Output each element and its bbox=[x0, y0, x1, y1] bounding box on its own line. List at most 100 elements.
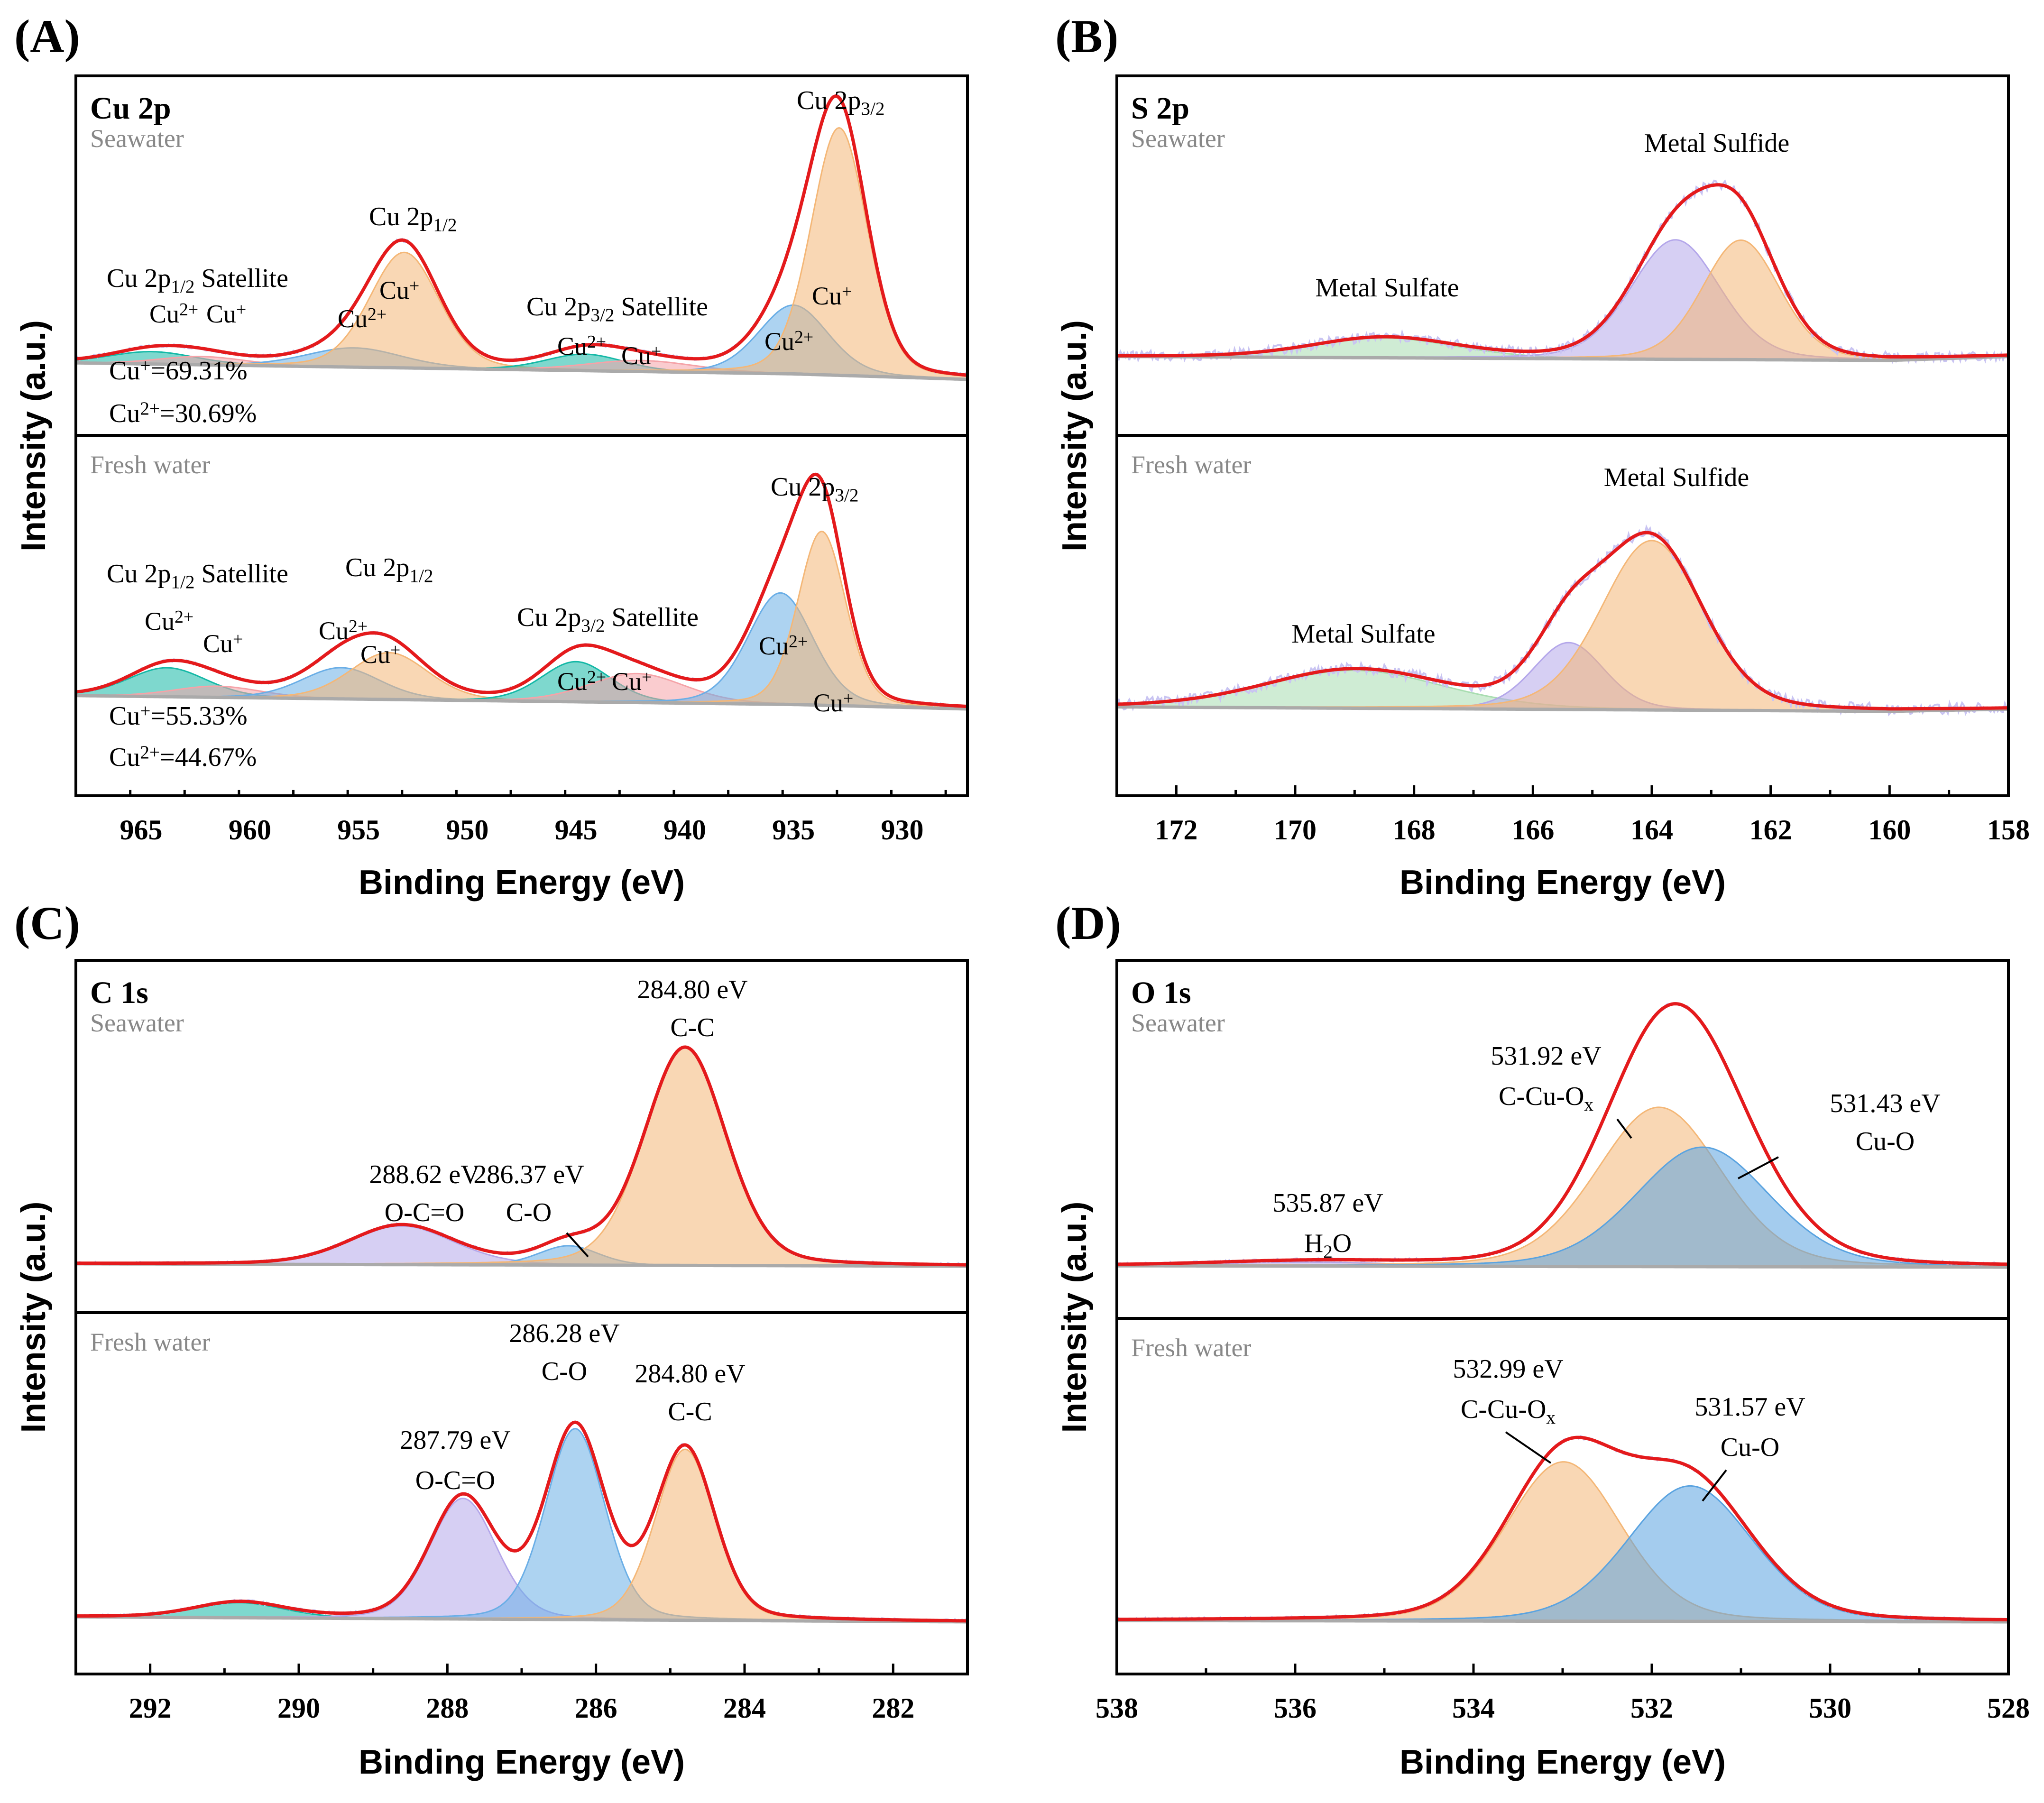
annotation-bond-part: O bbox=[1333, 1229, 1352, 1258]
component-peak bbox=[75, 127, 968, 380]
annotation-p-half-part: Cu 2p bbox=[369, 202, 433, 231]
annotation-cu-plus-percent-part: =55.33% bbox=[150, 701, 247, 731]
annotation-sat-3half-part: Satellite bbox=[614, 292, 708, 322]
annotation-energy-part: 286.37 eV bbox=[473, 1160, 584, 1189]
x-tick-label: 284 bbox=[723, 1693, 766, 1724]
annotation-ion: Cu+ bbox=[621, 341, 661, 370]
annotation-sat-half-sub: 1/2 bbox=[171, 572, 194, 592]
background-line bbox=[1117, 705, 2009, 713]
annotation-ion-part: Cu bbox=[557, 667, 587, 696]
annotation-sulfide: Metal Sulfide bbox=[1604, 463, 1749, 492]
annotation-cu-2plus-percent-part: =44.67% bbox=[160, 743, 257, 772]
condition-label: Seawater bbox=[1131, 124, 1225, 153]
annotation-sat-half-part: Satellite bbox=[194, 264, 288, 293]
annotation-energy: 286.37 eV bbox=[473, 1160, 584, 1189]
annotation-sulfate: Metal Sulfate bbox=[1291, 619, 1435, 649]
annotation-ion-sup: + bbox=[642, 667, 652, 687]
leader-line bbox=[1616, 1118, 1632, 1139]
panel-2: (C) Seawater 288.62 eV O-C=O 286.37 eV C-O 284… bbox=[14, 897, 969, 1781]
annotation-ion-sup: + bbox=[390, 640, 400, 660]
y-axis-title: Intensity (a.u.) bbox=[15, 1201, 53, 1433]
annotation-bond: C-O bbox=[542, 1357, 587, 1386]
element-title-part: S 2p bbox=[1131, 91, 1189, 126]
annotation-ion-sup: 2+ bbox=[175, 607, 193, 627]
annotation-cu-plus-percent-sup: + bbox=[140, 701, 150, 721]
panel-letter: (B) bbox=[1055, 10, 1118, 63]
annotation-sulfate-part: Metal Sulfate bbox=[1315, 273, 1459, 303]
annotation-p-3half: Cu 2p3/2 bbox=[771, 472, 858, 506]
annotation-ion: Cu+ bbox=[360, 640, 400, 669]
x-tick-label: 528 bbox=[1987, 1693, 2030, 1724]
annotation-cu-plus-percent: Cu+=69.31% bbox=[109, 356, 248, 386]
annotation-ion-part: Cu bbox=[557, 332, 587, 360]
annotation-energy-part: 286.28 eV bbox=[509, 1319, 619, 1348]
annotation-ion-part: Cu bbox=[319, 616, 349, 645]
fitted-envelope bbox=[76, 1045, 967, 1267]
annotation-ion-part: Cu bbox=[206, 300, 236, 328]
annotation-sat-3half-part: Satellite bbox=[605, 603, 699, 632]
annotation-bond-part: C-Cu-O bbox=[1499, 1082, 1584, 1111]
annotation-ion-part: Cu bbox=[764, 327, 794, 356]
annotation-cu-2plus-percent-sup: 2+ bbox=[140, 742, 160, 763]
annotation-energy-part: 531.57 eV bbox=[1694, 1392, 1805, 1422]
condition-label: Seawater bbox=[90, 124, 184, 153]
fitted-envelope bbox=[75, 94, 968, 377]
element-title-part: O 1s bbox=[1131, 975, 1191, 1010]
annotation-sulfate-part: Metal Sulfate bbox=[1291, 619, 1435, 649]
annotation-p-3half-part: Cu 2p bbox=[771, 472, 835, 502]
annotation-ion: Cu2+ bbox=[759, 632, 808, 660]
condition-label: Fresh water bbox=[90, 451, 210, 479]
x-tick-label: 536 bbox=[1274, 1693, 1317, 1724]
annotation-cu-2plus-percent-part: =30.69% bbox=[160, 399, 257, 428]
annotation-ion-sup: 2+ bbox=[794, 327, 813, 347]
x-axis-title: Binding Energy (eV) bbox=[1399, 864, 1726, 902]
annotation-energy: 287.79 eV bbox=[400, 1426, 510, 1455]
x-tick-label: 292 bbox=[129, 1693, 172, 1724]
annotation-ion: Cu+ bbox=[812, 282, 852, 310]
annotation-ion: Cu2+ bbox=[764, 327, 813, 356]
annotation-p-half-part: Cu 2p bbox=[345, 553, 409, 582]
annotation-sat-half-part: Cu 2p bbox=[107, 264, 171, 293]
annotation-energy: 535.87 eV bbox=[1272, 1188, 1383, 1218]
fitted-envelope bbox=[75, 472, 968, 708]
annotation-energy-part: 284.80 eV bbox=[635, 1359, 745, 1389]
component-peak bbox=[1116, 239, 2009, 361]
annotation-ion-sup: + bbox=[651, 341, 661, 361]
annotation-cu-plus-percent-part: Cu bbox=[109, 356, 140, 386]
element-title-part: Cu 2p bbox=[90, 91, 171, 126]
element-title-part: C 1s bbox=[90, 975, 148, 1010]
x-tick-label: 170 bbox=[1274, 814, 1317, 846]
annotation-energy: 284.80 eV bbox=[637, 975, 747, 1004]
annotation-ion: Cu+ bbox=[813, 689, 853, 717]
leader-line bbox=[1738, 1156, 1779, 1179]
annotation-ion-part: Cu bbox=[621, 341, 651, 370]
annotation-energy: 531.57 eV bbox=[1694, 1392, 1805, 1422]
y-axis-title: Intensity (a.u.) bbox=[1056, 1201, 1094, 1433]
background-line bbox=[1117, 1619, 2008, 1624]
annotation-sat-half-part: Satellite bbox=[194, 559, 288, 589]
annotation-bond: C-C bbox=[670, 1013, 714, 1042]
annotation-sat-3half-part: Cu 2p bbox=[526, 292, 590, 322]
y-axis-title: Intensity (a.u.) bbox=[15, 320, 53, 552]
leader-line bbox=[1505, 1431, 1552, 1464]
component-peak bbox=[1116, 540, 2009, 712]
x-tick-label: 288 bbox=[426, 1693, 469, 1724]
annotation-energy: 286.28 eV bbox=[509, 1319, 619, 1348]
y-axis-title: Intensity (a.u.) bbox=[1056, 320, 1094, 552]
condition-label: Seawater bbox=[90, 1009, 184, 1037]
subplot-seawater: Seawater 288.62 eV O-C=O 286.37 eV C-O 284.80… bbox=[75, 975, 968, 1268]
annotation-cu-plus-percent-part: Cu bbox=[109, 701, 140, 731]
annotation-bond: O-C=O bbox=[415, 1466, 495, 1495]
annotation-ion-part: Cu bbox=[612, 667, 642, 696]
annotation-bond: Cu-O bbox=[1856, 1127, 1915, 1156]
annotation-cu-plus-percent: Cu+=55.33% bbox=[109, 701, 248, 731]
annotation-energy: 288.62 eV bbox=[369, 1160, 479, 1189]
annotation-ion-sup: + bbox=[842, 282, 852, 302]
x-tick-label: 282 bbox=[872, 1693, 914, 1724]
fitted-envelope bbox=[1117, 1435, 2008, 1621]
annotation-ion-part: Cu bbox=[145, 607, 175, 635]
